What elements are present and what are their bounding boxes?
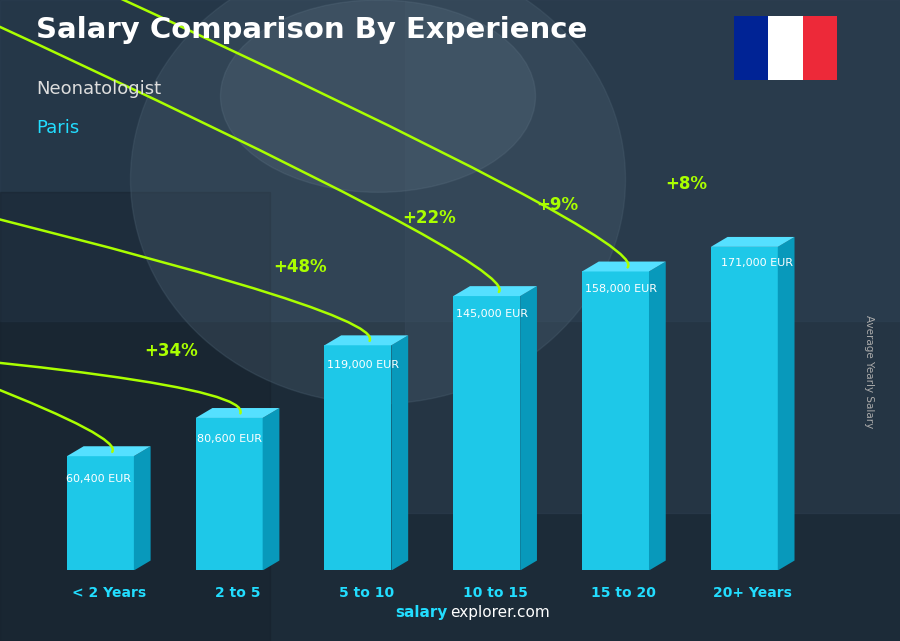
- Text: 145,000 EUR: 145,000 EUR: [455, 309, 527, 319]
- Bar: [803, 16, 837, 80]
- Text: +9%: +9%: [536, 196, 579, 214]
- Text: 158,000 EUR: 158,000 EUR: [585, 284, 657, 294]
- Ellipse shape: [220, 0, 536, 192]
- Polygon shape: [649, 262, 666, 570]
- Text: Average Yearly Salary: Average Yearly Salary: [863, 315, 874, 428]
- Text: 80,600 EUR: 80,600 EUR: [197, 434, 262, 444]
- Bar: [405, 0, 900, 513]
- Bar: [67, 456, 134, 570]
- Text: 15 to 20: 15 to 20: [591, 587, 656, 601]
- Bar: [454, 296, 520, 570]
- Bar: [711, 247, 778, 570]
- Text: salary: salary: [395, 605, 447, 620]
- Text: +34%: +34%: [144, 342, 198, 360]
- Text: +22%: +22%: [402, 208, 455, 226]
- Polygon shape: [520, 286, 537, 570]
- Polygon shape: [195, 408, 279, 418]
- Polygon shape: [582, 262, 666, 272]
- Text: < 2 Years: < 2 Years: [72, 587, 146, 601]
- Bar: [0, 192, 270, 641]
- Text: +48%: +48%: [274, 258, 327, 276]
- Text: 171,000 EUR: 171,000 EUR: [721, 258, 793, 268]
- Polygon shape: [711, 237, 795, 247]
- Ellipse shape: [130, 0, 626, 404]
- Text: 119,000 EUR: 119,000 EUR: [327, 360, 399, 370]
- Text: Neonatologist: Neonatologist: [36, 80, 161, 98]
- Polygon shape: [263, 408, 279, 570]
- Bar: [195, 418, 263, 570]
- Polygon shape: [67, 446, 150, 456]
- Text: Salary Comparison By Experience: Salary Comparison By Experience: [36, 16, 587, 44]
- Text: 60,400 EUR: 60,400 EUR: [66, 474, 130, 484]
- Bar: [325, 345, 392, 570]
- Polygon shape: [454, 286, 537, 296]
- Text: explorer.com: explorer.com: [450, 605, 550, 620]
- Bar: [582, 272, 649, 570]
- Text: 20+ Years: 20+ Years: [713, 587, 792, 601]
- Bar: [768, 16, 803, 80]
- Bar: [734, 16, 768, 80]
- Polygon shape: [134, 446, 150, 570]
- Text: 2 to 5: 2 to 5: [215, 587, 260, 601]
- Text: +8%: +8%: [665, 175, 707, 193]
- Text: 5 to 10: 5 to 10: [338, 587, 394, 601]
- Bar: [0, 0, 900, 320]
- Polygon shape: [778, 237, 795, 570]
- Polygon shape: [325, 335, 409, 345]
- Text: 10 to 15: 10 to 15: [463, 587, 527, 601]
- Text: Paris: Paris: [36, 119, 79, 137]
- Polygon shape: [392, 335, 409, 570]
